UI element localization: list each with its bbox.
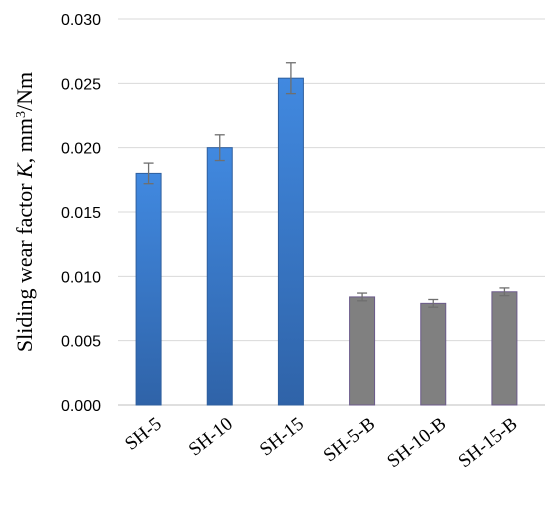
- y-tick-label: 0.030: [61, 12, 101, 29]
- y-tick-label: 0.020: [61, 141, 101, 158]
- category-label: SH-15: [256, 413, 308, 460]
- error-bars: [143, 62, 510, 308]
- y-tick-labels: 0.000 0.005 0.010 0.015 0.020 0.025 0.030: [61, 12, 101, 415]
- category-label: SH-10: [185, 413, 237, 460]
- error-bar-sh-10: [214, 134, 225, 162]
- category-labels: SH-5 SH-10 SH-15 SH-5-B SH-10-B SH-15-B: [121, 413, 521, 472]
- category-label: SH-10-B: [383, 413, 450, 472]
- bar-sh-10-b: [420, 302, 447, 406]
- error-bar-sh-15-b: [499, 287, 510, 297]
- gridlines: [118, 18, 545, 406]
- y-tick-label: 0.025: [61, 76, 101, 93]
- y-tick-label: 0.005: [61, 334, 101, 351]
- y-tick-label: 0.010: [61, 269, 101, 286]
- category-label: SH-5: [121, 413, 166, 454]
- error-bar-sh-5-b: [357, 292, 368, 302]
- y-tick-label: 0.015: [61, 205, 101, 222]
- y-axis-title: Sliding wear factor K, mm3/Nm: [12, 72, 37, 352]
- bar-sh-5: [135, 172, 162, 406]
- y-tick-label: 0.000: [61, 398, 101, 415]
- category-label: SH-5-B: [320, 413, 380, 466]
- error-bar-sh-10-b: [428, 298, 439, 308]
- bar-sh-10: [206, 147, 233, 406]
- error-bar-sh-5: [143, 162, 154, 185]
- bar-sh-5-b: [349, 296, 376, 406]
- bar-sh-15-b: [491, 291, 518, 406]
- bar-sh-15: [277, 77, 304, 406]
- bars: [135, 77, 518, 406]
- error-bar-sh-15: [285, 62, 296, 95]
- category-label: SH-15-B: [454, 413, 521, 472]
